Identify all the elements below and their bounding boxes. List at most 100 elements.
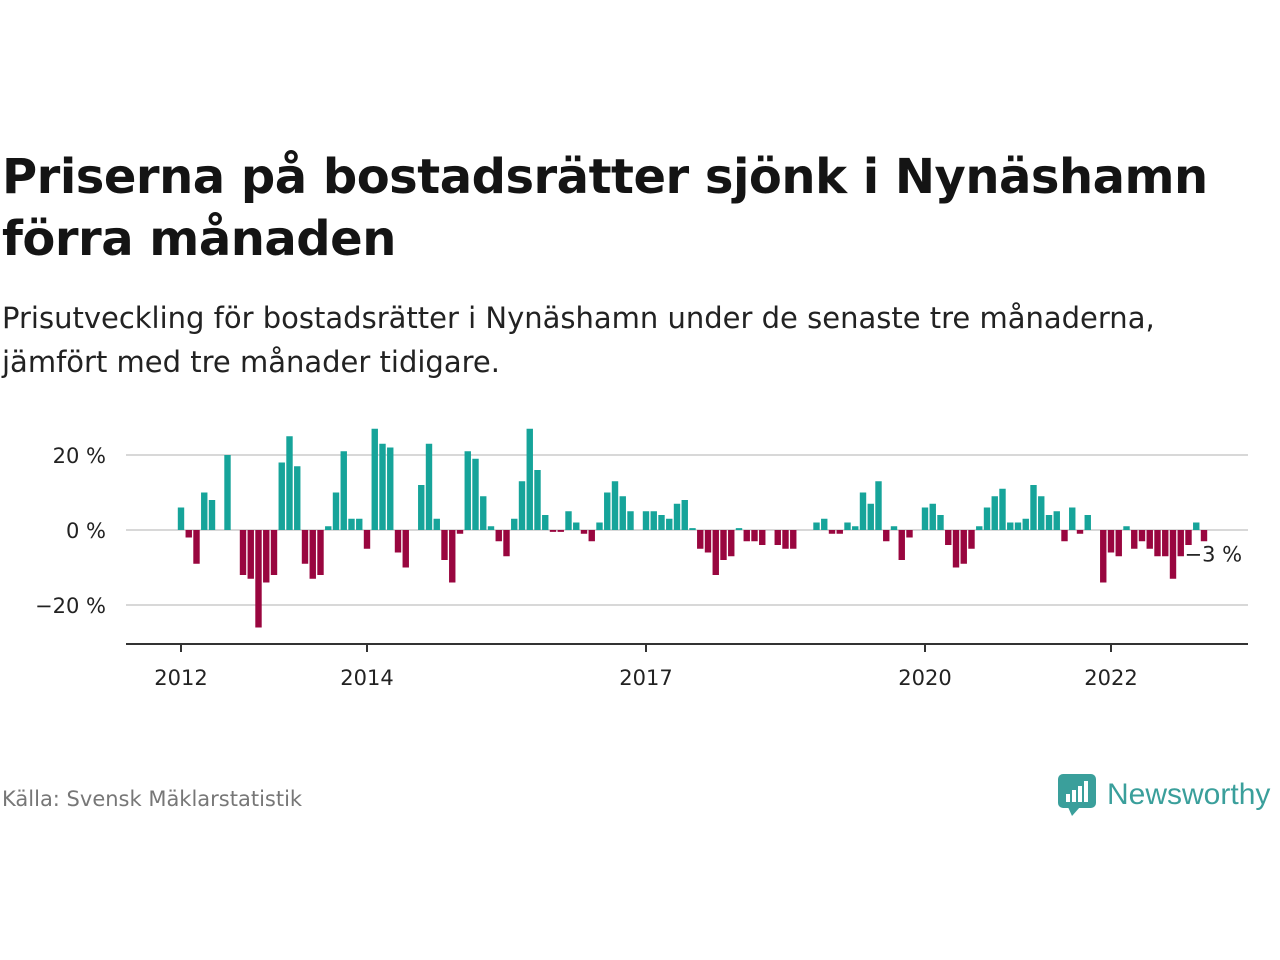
bar [456, 530, 464, 534]
bar [294, 466, 301, 530]
bar [1200, 530, 1208, 542]
bar [596, 522, 603, 530]
bar [1185, 530, 1192, 545]
bar [371, 428, 378, 530]
bar [1146, 530, 1153, 549]
x-tick-label: 2014 [340, 666, 393, 690]
bar [890, 526, 898, 530]
bar [1030, 485, 1037, 530]
bar [1115, 530, 1122, 557]
bar [270, 530, 278, 575]
bar [937, 515, 944, 530]
axis-layer: 20 % 0 % −20 % 2012 2014 2017 2020 2022 [35, 444, 1248, 690]
bar [604, 492, 611, 530]
y-tick-label: 20 % [53, 444, 106, 468]
bar [945, 530, 952, 545]
bar [774, 530, 781, 545]
bar [976, 526, 983, 530]
bar [666, 518, 673, 530]
bar [828, 530, 836, 534]
bar [906, 530, 913, 538]
bar [363, 530, 371, 549]
x-tick-label: 2022 [1084, 666, 1137, 690]
bar [619, 496, 626, 530]
bar [1193, 522, 1200, 530]
bar [728, 530, 735, 557]
bar [441, 530, 448, 560]
bar [495, 530, 502, 542]
bar [425, 443, 433, 530]
bar [309, 530, 316, 579]
bar [356, 518, 363, 530]
source-text: Källa: Svensk Mäklarstatistik [2, 787, 303, 811]
bar [185, 530, 192, 538]
chart-subtitle: Prisutveckling för bostadsrätter i Nynäs… [2, 301, 1155, 379]
bar [821, 518, 828, 530]
bar [332, 492, 340, 530]
bar [735, 528, 743, 530]
bar [1154, 530, 1161, 557]
bar [1061, 530, 1068, 542]
y-tick-label: 0 % [66, 519, 106, 543]
bar [1007, 522, 1014, 530]
bar [759, 530, 766, 545]
bar [673, 503, 681, 530]
bar [402, 530, 409, 568]
bar [340, 451, 347, 530]
bar [929, 503, 936, 530]
bar [1069, 507, 1076, 530]
bar [239, 530, 247, 575]
bar [1123, 526, 1130, 530]
y-tick-label: −20 % [35, 594, 106, 618]
bar [1084, 515, 1091, 530]
bar [301, 530, 309, 564]
bar [177, 507, 185, 530]
bar [418, 485, 425, 530]
bar [1177, 530, 1184, 557]
bar [611, 481, 619, 530]
bar [898, 530, 905, 560]
bar [503, 530, 510, 557]
bar [844, 522, 851, 530]
bar [1138, 530, 1146, 542]
bar [325, 526, 332, 530]
bar [1022, 518, 1029, 530]
bar [813, 522, 820, 530]
bar [208, 500, 216, 530]
bar [433, 518, 440, 530]
bar [859, 492, 867, 530]
bar [480, 496, 487, 530]
bar [1045, 515, 1053, 530]
bar [379, 443, 386, 530]
x-tick-label: 2017 [619, 666, 672, 690]
bar [991, 496, 998, 530]
bar [1038, 496, 1045, 530]
chart-title: Priserna på bostadsrätter sjönk i Nynäsh… [2, 149, 1208, 267]
bar [852, 526, 859, 530]
bar [472, 458, 479, 530]
bar [278, 462, 285, 530]
brand-name: Newsworthy [1107, 778, 1271, 811]
bar [255, 530, 262, 628]
annotation-label: −3 % [1185, 542, 1243, 566]
bar [712, 530, 719, 575]
bar [720, 530, 727, 560]
bar [526, 428, 533, 530]
bar [952, 530, 960, 568]
brand-logo[interactable]: Newsworthy [1058, 772, 1270, 818]
bar [1169, 530, 1177, 579]
x-tick-label: 2012 [154, 666, 207, 690]
bar [960, 530, 967, 564]
newsworthy-logo-icon [1058, 774, 1096, 816]
bar [247, 530, 254, 579]
bar [201, 492, 208, 530]
bar [658, 515, 665, 530]
bar [511, 518, 518, 530]
bar [534, 470, 541, 530]
bar [224, 455, 231, 530]
bar [697, 530, 704, 549]
bar [743, 530, 750, 542]
bar [580, 530, 588, 534]
bar [549, 530, 557, 532]
bar [1053, 511, 1060, 530]
